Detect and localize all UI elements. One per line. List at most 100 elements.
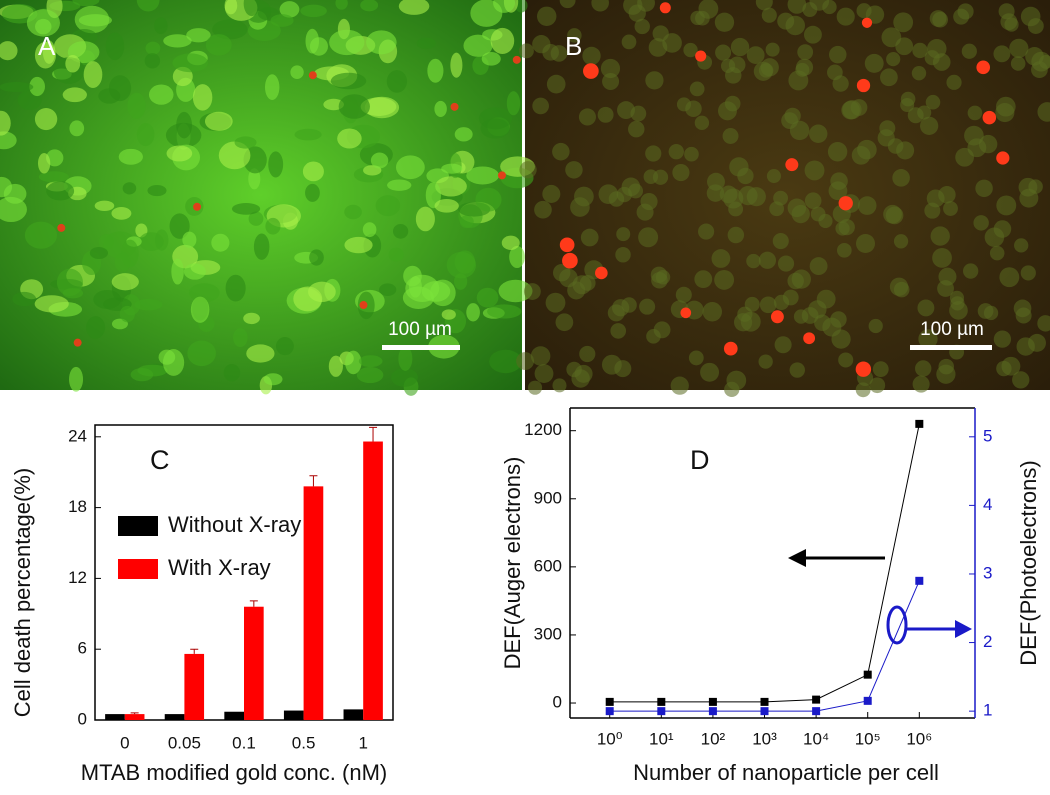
cell bbox=[183, 263, 206, 280]
cell bbox=[162, 349, 185, 376]
cell bbox=[623, 0, 643, 15]
panel-label: A bbox=[38, 31, 56, 61]
cell bbox=[1025, 47, 1044, 66]
x-tick-label: 10³ bbox=[752, 729, 777, 748]
cell bbox=[205, 34, 232, 56]
cell bbox=[838, 219, 855, 236]
cell bbox=[519, 161, 537, 179]
cell bbox=[466, 166, 499, 185]
cell bbox=[34, 295, 69, 313]
cell bbox=[989, 245, 1005, 261]
bar bbox=[105, 714, 125, 720]
cell bbox=[881, 27, 902, 48]
panel-label: B bbox=[565, 31, 582, 61]
bar bbox=[184, 653, 205, 720]
cell bbox=[698, 223, 715, 240]
cell bbox=[246, 344, 275, 363]
cell bbox=[65, 54, 81, 73]
cell bbox=[493, 0, 516, 13]
bar bbox=[244, 606, 264, 720]
cell bbox=[279, 1, 300, 18]
cell bbox=[305, 183, 320, 202]
cell bbox=[695, 10, 710, 26]
cell bbox=[345, 350, 362, 375]
cell bbox=[946, 74, 962, 90]
cell bbox=[562, 252, 578, 269]
cell bbox=[879, 120, 896, 137]
cell bbox=[94, 200, 115, 211]
cell bbox=[309, 249, 324, 266]
cell bbox=[335, 0, 348, 10]
cell bbox=[955, 147, 974, 167]
cell bbox=[617, 101, 635, 120]
cell bbox=[949, 290, 965, 305]
y-tick-label: 0 bbox=[553, 693, 562, 712]
cell bbox=[134, 298, 163, 311]
cell bbox=[501, 235, 520, 250]
cell bbox=[927, 39, 947, 59]
cell bbox=[305, 28, 320, 54]
cell bbox=[338, 94, 370, 119]
cell bbox=[996, 151, 1010, 165]
cell bbox=[78, 14, 112, 27]
y-tick-label: 1200 bbox=[524, 420, 562, 439]
cell bbox=[607, 304, 625, 322]
cell bbox=[932, 248, 952, 268]
cell bbox=[706, 172, 725, 191]
cell bbox=[169, 213, 190, 239]
cell bbox=[93, 289, 122, 309]
cell bbox=[711, 249, 731, 268]
cell bbox=[639, 298, 656, 315]
cell bbox=[975, 179, 993, 198]
cell bbox=[842, 100, 862, 120]
cell bbox=[26, 9, 60, 37]
cell bbox=[943, 201, 958, 216]
cell bbox=[171, 258, 184, 285]
cell bbox=[772, 232, 789, 250]
cell bbox=[358, 355, 383, 368]
cell bbox=[534, 200, 552, 219]
point bbox=[915, 576, 924, 585]
cell bbox=[0, 196, 27, 223]
cell bbox=[427, 58, 444, 83]
cell bbox=[1037, 102, 1050, 122]
cell bbox=[450, 102, 459, 111]
scale-bar-label: 100 µm bbox=[388, 319, 452, 340]
cell bbox=[234, 136, 257, 149]
cell bbox=[527, 380, 543, 395]
cell bbox=[359, 301, 368, 310]
cell bbox=[360, 0, 379, 12]
cell bbox=[598, 184, 619, 204]
cell bbox=[0, 110, 11, 136]
cell bbox=[89, 247, 109, 260]
cell bbox=[784, 107, 801, 125]
error-bar bbox=[249, 600, 258, 607]
cell bbox=[885, 206, 904, 225]
cell bbox=[398, 0, 430, 15]
cell bbox=[1016, 337, 1035, 356]
cell bbox=[695, 50, 707, 62]
cell bbox=[86, 316, 106, 339]
cell bbox=[475, 187, 502, 212]
cell bbox=[148, 84, 174, 105]
cell bbox=[490, 27, 515, 54]
cell bbox=[243, 0, 260, 17]
cell bbox=[38, 171, 69, 183]
cell bbox=[836, 7, 855, 26]
cell bbox=[714, 12, 735, 32]
cell bbox=[190, 296, 210, 323]
cell bbox=[154, 17, 168, 35]
cell bbox=[263, 373, 283, 386]
cell bbox=[578, 108, 596, 126]
cell bbox=[855, 382, 871, 398]
cell bbox=[912, 42, 928, 59]
cell bbox=[243, 312, 260, 325]
cell bbox=[856, 3, 872, 19]
cell bbox=[337, 128, 362, 149]
cell bbox=[700, 362, 720, 382]
cell bbox=[982, 110, 997, 125]
error-bar bbox=[309, 475, 318, 487]
cell bbox=[614, 360, 632, 378]
y-tick-label: 6 bbox=[78, 639, 87, 658]
